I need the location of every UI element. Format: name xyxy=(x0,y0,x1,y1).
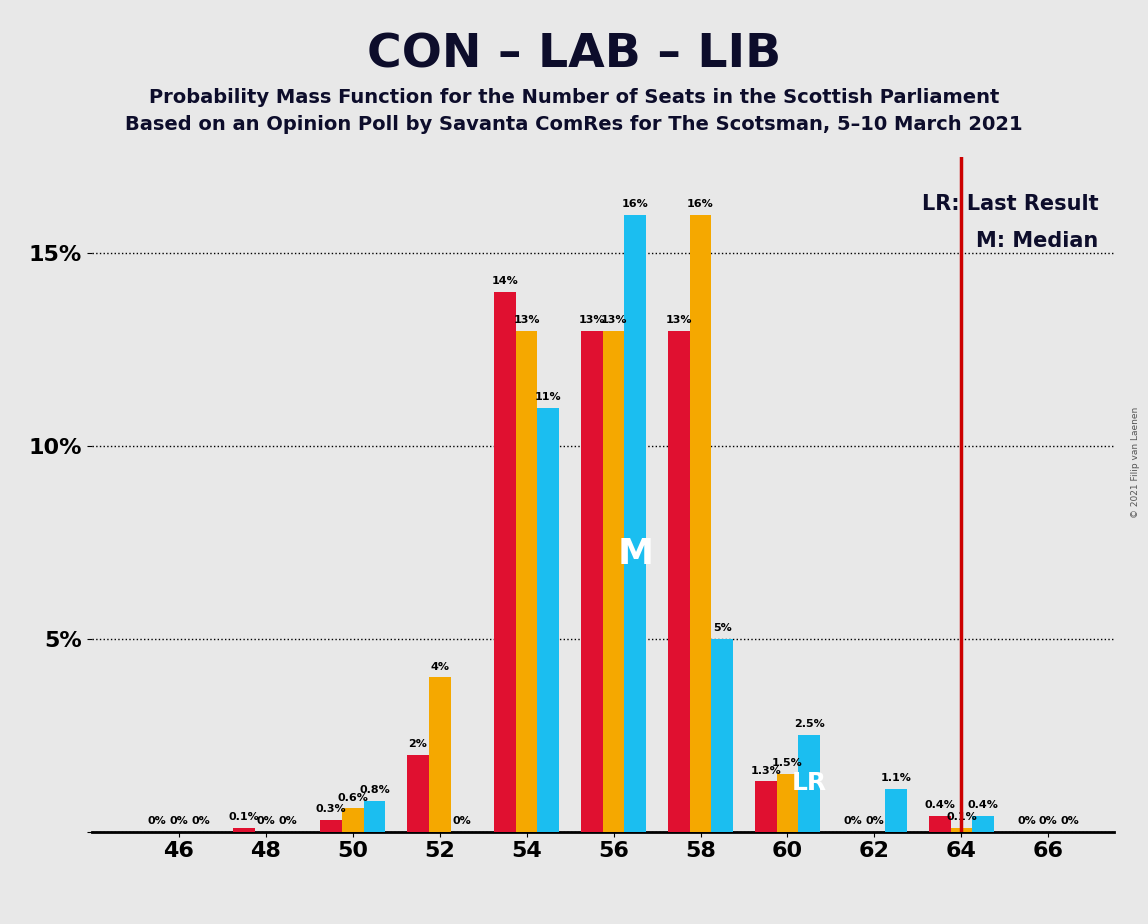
Text: 0%: 0% xyxy=(148,816,166,826)
Text: LR: Last Result: LR: Last Result xyxy=(922,194,1099,214)
Text: 0%: 0% xyxy=(866,816,884,826)
Text: 0.4%: 0.4% xyxy=(924,800,955,810)
Text: 0%: 0% xyxy=(1039,816,1057,826)
Bar xyxy=(712,638,734,832)
Text: © 2021 Filip van Laenen: © 2021 Filip van Laenen xyxy=(1131,407,1140,517)
Bar xyxy=(603,331,625,832)
Text: 14%: 14% xyxy=(491,276,518,286)
Bar xyxy=(581,331,603,832)
Text: M: Median: M: Median xyxy=(976,231,1099,251)
Text: 16%: 16% xyxy=(688,199,714,209)
Text: 4%: 4% xyxy=(430,662,449,672)
Text: 0%: 0% xyxy=(192,816,210,826)
Text: 0%: 0% xyxy=(452,816,471,826)
Text: 11%: 11% xyxy=(535,392,561,402)
Text: 2%: 2% xyxy=(409,738,427,748)
Text: 0.1%: 0.1% xyxy=(228,812,259,822)
Bar xyxy=(494,292,515,832)
Text: M: M xyxy=(618,537,653,571)
Bar xyxy=(537,407,559,832)
Bar xyxy=(320,820,342,832)
Bar xyxy=(972,816,994,832)
Bar xyxy=(515,331,537,832)
Bar xyxy=(755,782,776,832)
Text: 0.6%: 0.6% xyxy=(338,793,369,803)
Bar xyxy=(342,808,364,832)
Text: 1.5%: 1.5% xyxy=(773,758,802,768)
Bar xyxy=(951,828,972,832)
Text: 5%: 5% xyxy=(713,623,731,633)
Text: 0.8%: 0.8% xyxy=(359,785,390,795)
Bar xyxy=(929,816,951,832)
Text: 0%: 0% xyxy=(278,816,297,826)
Text: Probability Mass Function for the Number of Seats in the Scottish Parliament: Probability Mass Function for the Number… xyxy=(149,88,999,107)
Text: 1.3%: 1.3% xyxy=(751,766,781,776)
Text: 0%: 0% xyxy=(1061,816,1079,826)
Text: 13%: 13% xyxy=(513,315,540,324)
Bar xyxy=(233,828,255,832)
Text: LR: LR xyxy=(792,772,827,796)
Bar xyxy=(364,801,386,832)
Bar xyxy=(408,755,429,832)
Bar xyxy=(776,773,798,832)
Text: Based on an Opinion Poll by Savanta ComRes for The Scotsman, 5–10 March 2021: Based on an Opinion Poll by Savanta ComR… xyxy=(125,115,1023,134)
Text: 16%: 16% xyxy=(622,199,649,209)
Bar xyxy=(429,677,450,832)
Bar xyxy=(625,215,646,832)
Text: 13%: 13% xyxy=(600,315,627,324)
Text: 13%: 13% xyxy=(666,315,692,324)
Text: 0%: 0% xyxy=(256,816,276,826)
Text: 2.5%: 2.5% xyxy=(794,720,824,729)
Text: 0%: 0% xyxy=(844,816,862,826)
Text: 0%: 0% xyxy=(1017,816,1035,826)
Bar xyxy=(798,736,820,832)
Text: CON – LAB – LIB: CON – LAB – LIB xyxy=(367,32,781,78)
Text: 0%: 0% xyxy=(170,816,188,826)
Text: 0.1%: 0.1% xyxy=(946,812,977,822)
Text: 13%: 13% xyxy=(579,315,605,324)
Bar xyxy=(668,331,690,832)
Text: 0.3%: 0.3% xyxy=(316,804,347,814)
Bar xyxy=(885,789,907,832)
Bar xyxy=(690,215,712,832)
Text: 0.4%: 0.4% xyxy=(968,800,999,810)
Text: 1.1%: 1.1% xyxy=(881,773,912,784)
